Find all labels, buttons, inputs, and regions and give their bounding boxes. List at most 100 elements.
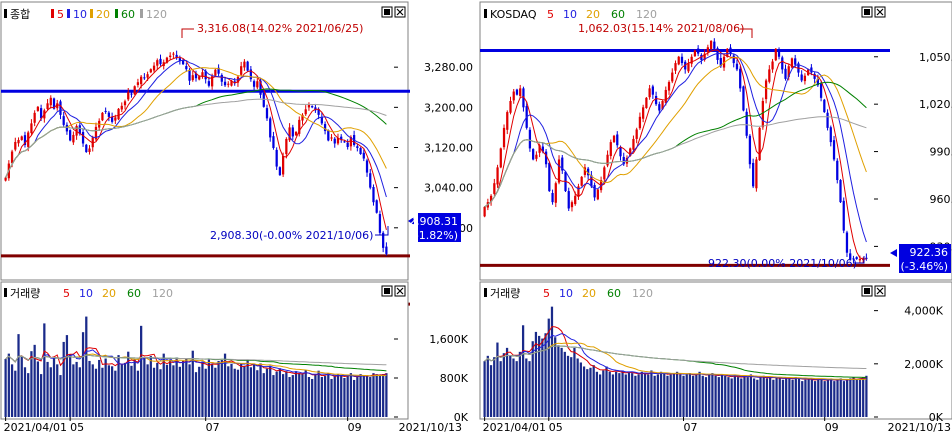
ma5-label: 5	[547, 8, 554, 21]
kospi-volume-volume-bar	[46, 362, 48, 417]
kosdaq-candle	[551, 193, 553, 202]
kospi-volume-volume-bar	[227, 366, 229, 417]
kosdaq-candle	[804, 76, 806, 81]
kosdaq-volume-volume-bar	[663, 373, 665, 417]
close-button[interactable]	[395, 286, 405, 296]
kosdaq-candle	[548, 163, 550, 191]
kospi-volume-volume-bar	[201, 361, 203, 417]
kosdaq-candle	[642, 107, 644, 118]
kosdaq-candle	[678, 57, 680, 65]
maximize-button[interactable]	[862, 286, 872, 296]
kosdaq-volume-volume-bar	[593, 365, 595, 417]
kospi-volume-volume-bar	[182, 361, 184, 417]
ma120-swatch	[140, 9, 143, 18]
kosdaq-volume-volume-bar	[750, 374, 752, 417]
kosdaq-volume-volume-bar	[811, 380, 813, 417]
kosdaq-current-value: 922.36	[910, 246, 949, 259]
kospi-candle	[243, 62, 245, 68]
kosdaq-candle	[762, 101, 764, 127]
ma120-label: 120	[146, 8, 167, 21]
kospi-volume-volume-bar	[240, 364, 242, 417]
kosdaq-ytick-label: 1,050.00	[919, 51, 952, 64]
x-tick-label: 07	[684, 421, 698, 433]
kosdaq-volume-volume-bar	[647, 374, 649, 417]
kosdaq-candle	[778, 51, 780, 57]
kosdaq-volume-volume-bar	[512, 359, 514, 418]
kosdaq-volume-title: 거래량	[490, 287, 520, 300]
kospi-volume-volume-bar	[253, 365, 255, 417]
kospi-volume-volume-bar	[146, 364, 148, 417]
kosdaq-volume-volume-bar	[573, 348, 575, 417]
kospi-candle	[40, 108, 42, 118]
kosdaq-candle	[593, 185, 595, 197]
maximize-button[interactable]	[382, 286, 392, 296]
x-tick-label: 07	[206, 421, 220, 433]
kosdaq-candle	[532, 149, 534, 159]
ma10-swatch	[67, 9, 70, 18]
kosdaq-volume-volume-bar	[824, 381, 826, 417]
kosdaq-candle	[843, 201, 845, 231]
kospi-candle	[305, 109, 307, 114]
kospi-volume-volume-bar	[330, 379, 332, 417]
kospi-price-panel: 종합 5 10 20 60 120 3,280.003,	[1, 2, 473, 304]
ma10-label: 10	[559, 287, 573, 300]
ma20-label: 20	[586, 8, 600, 21]
kosdaq-volume-volume-bar	[849, 378, 851, 417]
kospi-volume-volume-bar	[363, 376, 365, 417]
kosdaq-volume-volume-bar	[602, 370, 604, 417]
kospi-volume-volume-bar	[311, 379, 313, 417]
x-tick-label: 05	[70, 421, 84, 433]
kosdaq-candle	[668, 82, 670, 91]
kosdaq-volume-ytick-label: 2,000K	[904, 358, 943, 371]
kosdaq-candle	[839, 180, 841, 202]
kospi-candle	[376, 200, 378, 212]
kosdaq-volume-volume-bar	[814, 381, 816, 417]
kosdaq-volume-volume-bar	[605, 366, 607, 417]
kosdaq-candle	[506, 112, 508, 130]
kospi-candle	[198, 76, 200, 79]
kospi-candle	[59, 101, 61, 114]
kosdaq-volume-volume-bar	[740, 378, 742, 417]
kosdaq-candle	[655, 96, 657, 104]
close-button[interactable]	[875, 7, 885, 17]
kosdaq-candle	[616, 134, 618, 145]
kospi-candle	[227, 84, 229, 85]
kosdaq-volume-volume-bar	[621, 370, 623, 417]
kosdaq-candle	[765, 80, 767, 99]
kosdaq-candle	[581, 177, 583, 186]
kosdaq-candle	[713, 42, 715, 49]
kosdaq-candle	[752, 163, 754, 186]
kospi-volume-ytick-label: 800K	[440, 372, 469, 385]
close-button[interactable]	[875, 286, 885, 296]
kospi-candle	[134, 86, 136, 94]
ma10-label: 10	[563, 8, 577, 21]
ma60-swatch	[115, 9, 118, 18]
kospi-candle	[130, 94, 132, 95]
kospi-volume-volume-bar	[385, 373, 387, 417]
close-button[interactable]	[395, 7, 405, 17]
ma10-label: 10	[79, 287, 93, 300]
kospi-candle	[111, 117, 113, 122]
kosdaq-candle	[529, 130, 531, 149]
maximize-button[interactable]	[382, 7, 392, 17]
kosdaq-candle	[833, 140, 835, 159]
kosdaq-volume-volume-bar	[721, 374, 723, 417]
kospi-candle	[356, 146, 358, 148]
kospi-candle	[308, 105, 310, 108]
kospi-volume-volume-bar	[153, 368, 155, 417]
kospi-volume-volume-bar	[85, 317, 87, 417]
kospi-candle	[292, 127, 294, 136]
maximize-button[interactable]	[862, 7, 872, 17]
kospi-volume-volume-bar	[34, 345, 36, 417]
kosdaq-volume-volume-bar	[609, 372, 611, 417]
kospi-ytick-label: 3,040.00	[424, 182, 473, 195]
kospi-current-change: (-1.82%)	[411, 229, 459, 242]
kospi-volume-volume-bar	[382, 374, 384, 417]
kospi-candle	[101, 113, 103, 120]
kosdaq-volume-volume-bar	[859, 378, 861, 417]
kospi-candle	[156, 60, 158, 66]
kospi-volume-volume-bar	[263, 373, 265, 417]
kosdaq-candle	[509, 101, 511, 113]
kospi-volume-volume-bar	[43, 323, 45, 417]
kosdaq-volume-volume-bar	[654, 376, 656, 417]
